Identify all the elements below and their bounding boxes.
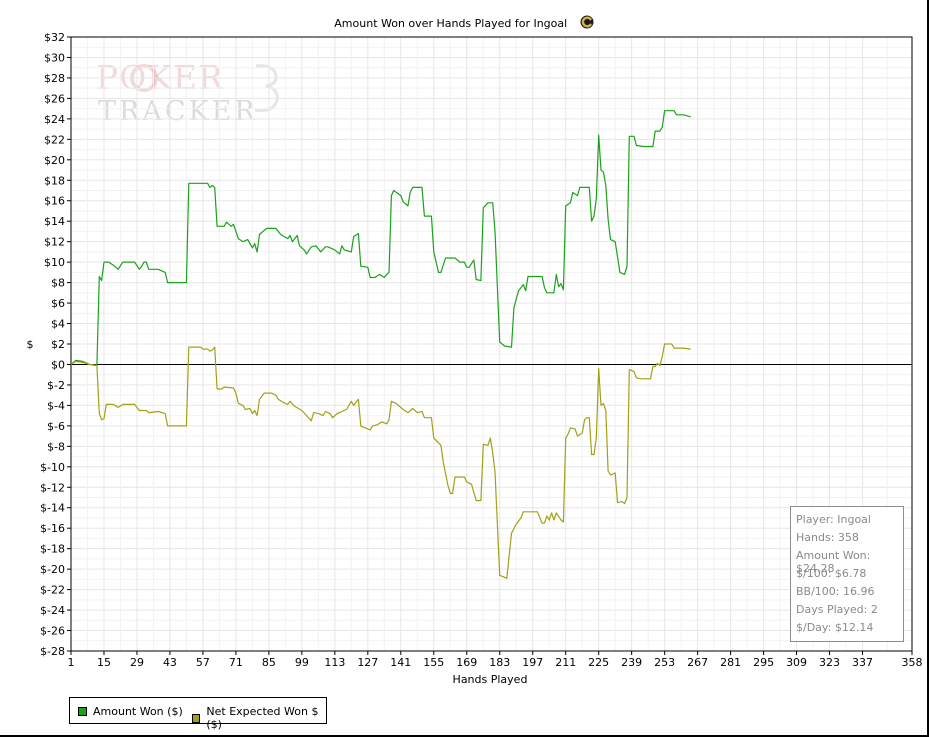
y-tick-label: $-10 [40,461,65,474]
legend-label-net-expected: Net Expected Won $ ($) [206,705,319,731]
x-tick-label: 197 [522,656,543,669]
legend-swatch-amount-won [78,707,87,716]
x-tick-label: 211 [555,656,576,669]
y-tick-label: $-2 [47,379,65,392]
y-tick-label: $-20 [40,563,65,576]
y-tick-label: $0 [51,358,65,371]
x-tick-label: 337 [852,656,873,669]
info-dollars-per-day: $/Day: $12.14 [796,621,874,634]
y-tick-label: $-8 [47,440,65,453]
x-tick-label: 225 [588,656,609,669]
info-amount-won: Amount Won: $24.28 [796,549,871,575]
series-line-net-expected-won [70,343,691,579]
x-tick-label: 183 [489,656,510,669]
y-tick-label: $32 [44,31,65,44]
legend-item-amount-won: Amount Won ($) [78,705,183,718]
x-tick-label: 127 [357,656,378,669]
axes: $32 $30 $28 $26 $24 $22 $20 $18 $16 $14 $12 $10 $8 $6… [40,31,922,669]
grid [70,36,913,652]
series-layer [70,110,691,579]
x-tick-label: 155 [423,656,444,669]
x-axis-label: Hands Played [453,673,528,686]
chart-title-text: Amount Won over Hands Played for Ingoal [334,17,568,30]
x-tick-label: 71 [229,656,243,669]
player-info-box: Player: Ingoal Hands: 358 Amount Won: $2… [790,506,904,642]
y-tick-label: $6 [51,297,65,310]
legend-swatch-net-expected [192,713,201,723]
x-tick-label: 169 [456,656,477,669]
x-tick-label: 141 [390,656,411,669]
y-tick-label: $-4 [47,399,65,412]
x-tick-label: 15 [97,656,111,669]
info-dollars-per-100: $/100: $6.78 [796,567,867,580]
y-tick-label: $2 [51,338,65,351]
x-tick-label: 239 [621,656,642,669]
y-tick-label: $-14 [40,502,65,515]
c-logo-icon [580,15,594,29]
legend-label-amount-won: Amount Won ($) [93,705,183,718]
y-tick-label: $-22 [40,584,65,597]
y-tick-label: $22 [44,133,65,146]
y-tick-label: $4 [51,318,65,331]
legend-item-net-expected: Net Expected Won $ ($) [192,705,326,731]
x-tick-label: 113 [324,656,345,669]
x-tick-label: 1 [68,656,75,669]
y-tick-label: $-12 [40,481,65,494]
y-tick-label: $26 [44,92,65,105]
y-tick-label: $-16 [40,522,65,535]
info-bb-per-100: BB/100: 16.96 [796,585,875,598]
x-tick-label: 267 [687,656,708,669]
y-tick-label: $8 [51,277,65,290]
y-tick-label: $-18 [40,543,65,556]
series-line-amount-won [70,110,691,367]
chart-title: Amount Won over Hands Played for Ingoal [0,15,929,30]
y-tick-label: $20 [44,154,65,167]
x-tick-label: 295 [753,656,774,669]
y-tick-label: $30 [44,51,65,64]
y-tick-label: $16 [44,195,65,208]
x-tick-label: 281 [720,656,741,669]
x-tick-label: 253 [654,656,675,669]
y-tick-label: $-24 [40,604,65,617]
x-tick-label: 57 [196,656,210,669]
legend: Amount Won ($) Net Expected Won $ ($) [69,697,327,731]
y-tick-label: $-28 [40,645,65,658]
x-tick-label: 309 [786,656,807,669]
x-tick-label: 99 [295,656,309,669]
y-tick-label: $14 [44,215,65,228]
info-player: Player: Ingoal [796,513,871,526]
y-tick-label: $-26 [40,625,65,638]
y-tick-label: $12 [44,236,65,249]
y-tick-label: $18 [44,174,65,187]
info-days-played: Days Played: 2 [796,603,878,616]
y-tick-label: $28 [44,72,65,85]
x-tick-label: 323 [819,656,840,669]
y-tick-label: $10 [44,256,65,269]
info-hands: Hands: 358 [796,531,859,544]
x-tick-label: 29 [130,656,144,669]
watermark-tracker: TRACKER [98,96,258,127]
x-tick-label: 358 [902,656,923,669]
x-tick-label: 43 [163,656,177,669]
y-tick-label: $-6 [47,420,65,433]
y-tick-label: $24 [44,113,65,126]
x-tick-label: 85 [262,656,276,669]
y-axis-label: $ [27,338,34,351]
